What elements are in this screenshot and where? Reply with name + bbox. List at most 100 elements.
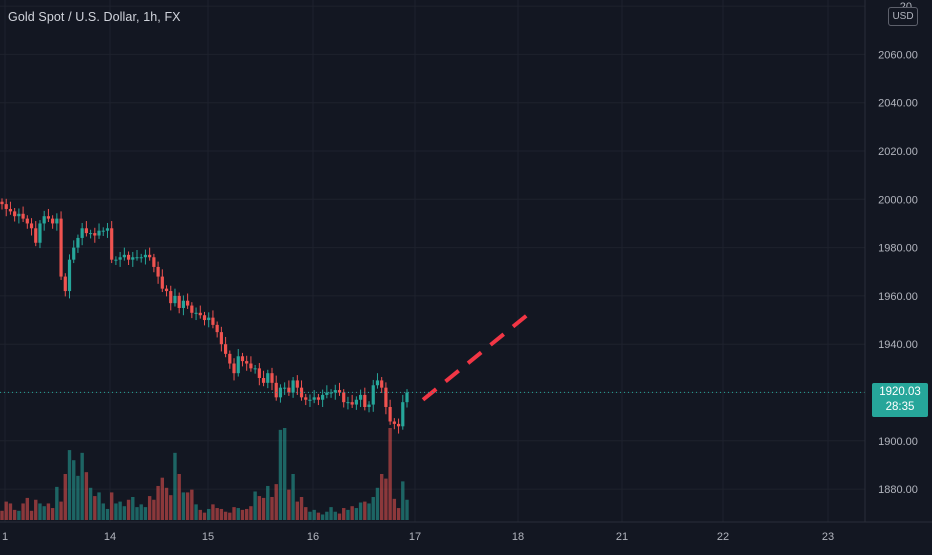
candle-body bbox=[25, 218, 29, 224]
time-tick-label: 1 bbox=[2, 531, 8, 543]
time-scale[interactable]: 1 14 15 16 17 18 21 22 23 bbox=[2, 531, 834, 543]
candle-body bbox=[118, 257, 122, 260]
volume-bar bbox=[173, 452, 177, 520]
volume-bar bbox=[12, 509, 17, 520]
candle-body bbox=[388, 406, 392, 422]
volume-bar bbox=[38, 503, 42, 520]
volume-bar bbox=[143, 507, 148, 520]
candle-body bbox=[304, 397, 308, 400]
volume-bar bbox=[194, 504, 198, 520]
candle-body bbox=[392, 421, 396, 424]
volume-bar bbox=[219, 508, 224, 520]
time-tick-label: 14 bbox=[104, 531, 116, 543]
candle-body bbox=[0, 201, 4, 205]
candle-body bbox=[181, 300, 186, 308]
price-tick-label: 1980.00 bbox=[878, 243, 918, 255]
projection-line[interactable] bbox=[421, 311, 532, 402]
volume-bar bbox=[97, 492, 101, 520]
volume-bar bbox=[25, 497, 30, 520]
volume-bar bbox=[287, 489, 291, 520]
volume-bar bbox=[257, 496, 262, 520]
candle-body bbox=[131, 257, 135, 260]
candle-body bbox=[97, 230, 101, 236]
symbol-title[interactable]: Gold Spot / U.S. Dollar, 1h, FX bbox=[8, 10, 181, 24]
volume-bar bbox=[202, 512, 207, 520]
candle-body bbox=[337, 390, 342, 393]
candle-body bbox=[245, 361, 249, 364]
candle-body bbox=[219, 332, 223, 345]
volume-bar bbox=[135, 507, 139, 520]
candle-body bbox=[160, 276, 164, 289]
volume-bar bbox=[367, 503, 371, 520]
price-tick-label: 2060.00 bbox=[878, 49, 918, 61]
volume-bar bbox=[228, 512, 232, 520]
volume-bar bbox=[240, 509, 245, 520]
candle-body bbox=[401, 402, 405, 427]
candle-body bbox=[249, 363, 253, 369]
last-price-value: 1920.03 bbox=[879, 386, 921, 398]
price-tick-label: 1900.00 bbox=[878, 436, 918, 448]
volume-bar bbox=[358, 502, 363, 520]
candle-body bbox=[308, 399, 312, 401]
volume-bar bbox=[46, 503, 51, 520]
price-scale[interactable]: 1880.00 1900.00 1940.00 1960.00 1980.00 2000.… bbox=[878, 1, 918, 496]
volume-bar bbox=[160, 477, 165, 520]
candlesticks bbox=[0, 198, 409, 434]
bar-countdown: 28:35 bbox=[885, 401, 915, 413]
candle-body bbox=[375, 380, 380, 386]
volume-bar bbox=[312, 509, 316, 520]
volume-bar bbox=[337, 513, 342, 520]
candle-body bbox=[316, 397, 321, 400]
volume-bar bbox=[17, 510, 21, 520]
volume-bar bbox=[325, 511, 329, 520]
time-tick-label: 18 bbox=[512, 531, 524, 543]
candle-body bbox=[190, 305, 194, 313]
candle-body bbox=[363, 394, 367, 407]
time-tick-label: 15 bbox=[202, 531, 214, 543]
volume-bar bbox=[388, 428, 392, 520]
volume-bar bbox=[50, 508, 55, 520]
volume-bar bbox=[232, 507, 236, 520]
candle-body bbox=[29, 223, 34, 229]
time-tick-label: 17 bbox=[409, 531, 421, 543]
candle-body bbox=[266, 373, 270, 383]
candle-body bbox=[17, 213, 21, 217]
candle-body bbox=[76, 237, 80, 248]
volume-bar bbox=[84, 472, 89, 520]
volume-bar bbox=[114, 503, 118, 520]
volume-bar bbox=[80, 452, 84, 520]
candle-body bbox=[346, 402, 350, 404]
volume-bar bbox=[379, 474, 384, 520]
candle-body bbox=[143, 254, 148, 258]
candle-body bbox=[101, 230, 105, 232]
candle-body bbox=[198, 312, 202, 316]
volume-bar bbox=[76, 475, 80, 520]
volume-bar bbox=[72, 460, 76, 520]
volume-bar bbox=[63, 474, 67, 520]
candle-body bbox=[194, 312, 198, 314]
candle-body bbox=[186, 300, 190, 306]
volume-bar bbox=[316, 512, 321, 520]
volume-bar bbox=[29, 510, 34, 520]
candle-body bbox=[287, 387, 291, 393]
volume-bar bbox=[244, 508, 249, 520]
volume-bars bbox=[0, 428, 409, 520]
price-tick-label: 1940.00 bbox=[878, 339, 918, 351]
volume-bar bbox=[333, 511, 337, 520]
volume-bar bbox=[375, 487, 380, 520]
candle-body bbox=[354, 399, 358, 405]
candle-body bbox=[126, 254, 131, 260]
candle-body bbox=[38, 223, 42, 243]
candle-body bbox=[135, 257, 139, 259]
volume-bar bbox=[350, 506, 354, 520]
currency-badge[interactable]: USD bbox=[888, 7, 918, 26]
volume-bar bbox=[139, 504, 143, 520]
candle-body bbox=[283, 387, 287, 389]
volume-bar bbox=[405, 499, 409, 520]
volume-bar bbox=[342, 508, 346, 520]
volume-bar bbox=[392, 498, 397, 520]
candle-body bbox=[253, 368, 257, 370]
volume-bar bbox=[122, 506, 127, 520]
